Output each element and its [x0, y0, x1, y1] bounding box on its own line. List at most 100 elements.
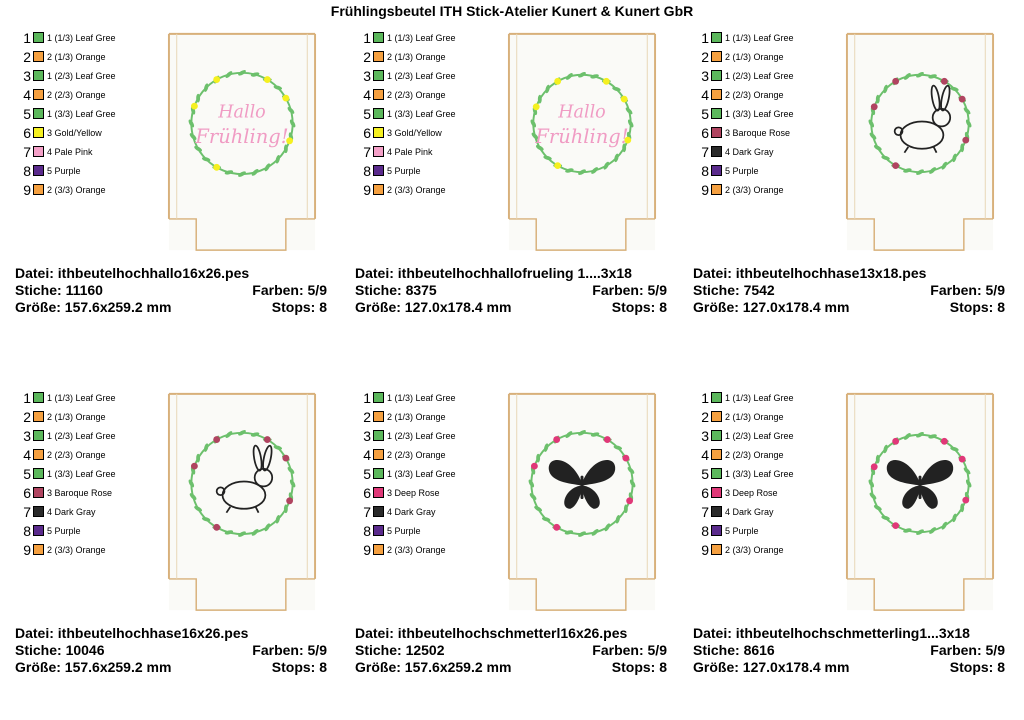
heart-icon — [530, 462, 538, 470]
wreath-leaf — [928, 74, 937, 79]
color-swatch — [711, 51, 722, 62]
legend-row: 8 5 Purple — [359, 161, 456, 180]
legend-number: 9 — [701, 541, 709, 558]
bag-preview — [845, 32, 995, 251]
legend-row: 9 2 (3/3) Orange — [19, 180, 116, 199]
legend-label: 2 (1/3) Orange — [725, 51, 784, 62]
legend-label: 4 Pale Pink — [387, 146, 433, 157]
flower-icon — [282, 94, 290, 102]
legend-row: 2 2 (1/3) Orange — [697, 407, 794, 426]
design-size: Größe: 127.0x178.4 mm — [693, 659, 850, 675]
legend-number: 5 — [701, 465, 709, 482]
legend-number: 8 — [23, 162, 31, 179]
design-size: Größe: 127.0x178.4 mm — [693, 299, 850, 315]
wreath-leaf — [194, 146, 203, 152]
bag-tab-outline — [168, 578, 316, 611]
wreath-leaf — [965, 479, 972, 488]
flower-icon — [263, 76, 271, 84]
bag-inner-stitch — [516, 393, 648, 579]
bag-tab-outline — [846, 218, 994, 251]
design-info: Datei: ithbeutelhochhallofrueling 1....3… — [355, 265, 667, 316]
stitch-count: Stiche: 8616 — [693, 642, 775, 658]
legend-row: 8 5 Purple — [19, 161, 116, 180]
legend-number: 6 — [363, 484, 371, 501]
legend-row: 6 3 Deep Rose — [359, 483, 456, 502]
stop-count: Stops: 8 — [949, 299, 1005, 315]
bag-inner-stitch — [854, 393, 986, 579]
color-swatch — [711, 70, 722, 81]
color-swatch — [373, 127, 384, 138]
wreath-leaf — [275, 515, 281, 524]
legend-row: 4 2 (2/3) Orange — [359, 445, 456, 464]
legend-row: 1 1 (1/3) Leaf Gree — [19, 28, 115, 47]
legend-label: 1 (1/3) Leaf Gree — [387, 392, 456, 403]
legend-label: 1 (3/3) Leaf Gree — [387, 108, 456, 119]
motif-text: Frühling! — [194, 125, 288, 148]
wreath-leaf — [189, 493, 197, 500]
design-info: Datei: ithbeutelhochhallo16x26.pes Stiche… — [15, 265, 327, 316]
bag-outline — [845, 392, 995, 579]
legend-label: 3 Gold/Yellow — [47, 127, 102, 138]
heart-icon — [892, 77, 900, 85]
wreath-leaf — [941, 161, 948, 170]
bag-inner-stitch — [176, 393, 308, 579]
legend-label: 1 (2/3) Leaf Gree — [387, 430, 456, 441]
wreath-leaf — [287, 466, 295, 474]
color-swatch — [711, 449, 722, 460]
legend-row: 9 2 (3/3) Orange — [697, 180, 794, 199]
legend-label: 1 (1/3) Leaf Gree — [47, 392, 116, 403]
color-count: Farben: 5/9 — [930, 282, 1005, 298]
color-swatch — [33, 430, 44, 441]
heart-icon — [213, 436, 221, 444]
wreath-leaf — [868, 119, 875, 128]
wreath-leaf — [201, 517, 211, 522]
bag-fill — [846, 393, 994, 611]
color-swatch — [33, 184, 44, 195]
butterfly-icon — [886, 460, 954, 509]
color-legend: 1 1 (1/3) Leaf Gree 2 2 (1/3) Orange 3 1 (2/3… — [359, 388, 456, 559]
color-swatch — [711, 506, 722, 517]
color-swatch — [711, 89, 722, 100]
legend-row: 8 5 Purple — [697, 521, 794, 540]
legend-label: 5 Purple — [387, 525, 421, 536]
design-size: Größe: 157.6x259.2 mm — [15, 659, 172, 675]
heart-icon — [870, 103, 878, 111]
wreath-leaf — [904, 433, 911, 440]
wreath-leaf — [623, 504, 628, 514]
legend-number: 9 — [363, 181, 371, 198]
legend-label: 1 (2/3) Leaf Gree — [47, 430, 116, 441]
color-swatch — [33, 506, 44, 517]
bag-outline — [507, 392, 657, 579]
legend-row: 5 1 (3/3) Leaf Gree — [697, 464, 793, 483]
wreath-leaf — [591, 529, 599, 536]
wreath-leaf — [952, 153, 957, 163]
legend-label: 2 (1/3) Orange — [387, 411, 446, 422]
legend-number: 2 — [701, 408, 709, 425]
color-swatch — [711, 146, 722, 157]
heart-icon — [892, 437, 900, 445]
legend-row: 2 2 (1/3) Orange — [19, 407, 116, 426]
legend-row: 5 1 (3/3) Leaf Gree — [359, 464, 455, 483]
wreath-leaf — [904, 73, 911, 80]
color-count: Farben: 5/9 — [592, 642, 667, 658]
bag-tab-outline — [846, 578, 994, 611]
wreath-leaf — [528, 479, 535, 488]
legend-label: 2 (1/3) Orange — [387, 51, 446, 62]
legend-number: 8 — [23, 522, 31, 539]
wreath-leaf — [529, 493, 537, 500]
legend-number: 4 — [363, 446, 371, 463]
heart-icon — [626, 497, 634, 505]
legend-number: 8 — [701, 162, 709, 179]
stitch-count: Stiche: 10046 — [15, 642, 105, 658]
color-swatch — [711, 127, 722, 138]
legend-label: 1 (3/3) Leaf Gree — [47, 108, 116, 119]
stop-count: Stops: 8 — [271, 659, 327, 675]
stitch-count: Stiche: 8375 — [355, 282, 437, 298]
flower-icon — [213, 76, 221, 84]
wreath-leaf — [250, 72, 260, 77]
color-swatch — [33, 89, 44, 100]
legend-label: 2 (3/3) Orange — [387, 544, 446, 555]
wreath-leaf — [613, 445, 623, 450]
file-name: Datei: ithbeutelhochhase13x18.pes — [693, 265, 927, 281]
